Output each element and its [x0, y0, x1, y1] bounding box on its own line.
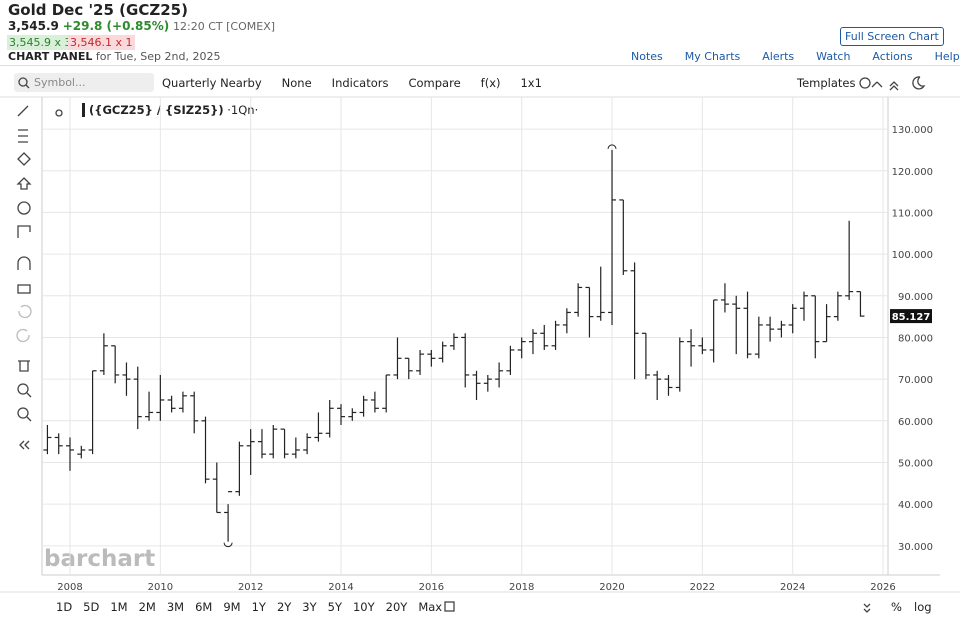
log-toggle[interactable]: log — [914, 600, 932, 614]
nav-link[interactable]: Watch — [816, 50, 851, 63]
x-tick-label: 2016 — [419, 582, 444, 593]
x-tick-label: 2024 — [780, 582, 805, 593]
high-marker — [607, 144, 617, 150]
y-tick-label: 80.000 — [898, 333, 933, 344]
period-button[interactable]: 5Y — [327, 600, 342, 614]
period-button[interactable]: 2Y — [276, 600, 292, 614]
x-tick-label: 2026 — [870, 582, 895, 593]
quote: 3,545.9 +29.8 (+0.85%) 12:20 CT [COMEX] — [8, 19, 275, 33]
legend: ({GCZ25} / {SIZ25}) ·1Qn· — [82, 103, 258, 117]
period-button[interactable]: 1D — [56, 600, 73, 614]
period-button[interactable]: 9M — [223, 600, 241, 614]
period-button[interactable]: 5D — [83, 600, 100, 614]
period-button[interactable]: 1Y — [251, 600, 266, 614]
title: Gold Dec '25 (GCZ25) — [8, 1, 188, 19]
y-tick-label: 70.000 — [898, 375, 933, 386]
period-button[interactable]: 2M — [138, 600, 156, 614]
nav-link[interactable]: Help — [934, 50, 960, 63]
period-button[interactable]: 1M — [110, 600, 128, 614]
toolbar: Quarterly Nearby None Indicators Compare f(x… — [162, 76, 542, 90]
x-tick-label: 2018 — [509, 582, 534, 593]
toolbar-item[interactable]: Indicators — [331, 76, 389, 90]
toolbar-item[interactable]: Quarterly Nearby — [162, 76, 262, 90]
period-button[interactable]: 3Y — [302, 600, 317, 614]
period-button[interactable]: Max — [418, 600, 443, 614]
time: 12:20 CT [COMEX] — [173, 20, 276, 33]
y-tick-label: 130.000 — [892, 125, 933, 136]
period-button[interactable]: 6M — [195, 600, 213, 614]
period-button[interactable]: 3M — [166, 600, 185, 614]
legend-period: 1Qn — [230, 103, 255, 117]
toolbar-item[interactable]: Compare — [408, 76, 461, 90]
symbol-input[interactable]: Symbol... — [14, 73, 154, 92]
y-tick-label: 100.000 — [892, 250, 933, 261]
x-tick-label: 2014 — [328, 582, 353, 593]
toolbar-item[interactable]: 1x1 — [520, 76, 542, 90]
x-tick-label: 2012 — [238, 582, 263, 593]
period-button[interactable]: 20Y — [385, 600, 408, 614]
panel-date: for Tue, Sep 2nd, 2025 — [95, 50, 221, 63]
legend-expression: ({GCZ25} / {SIZ25}) — [82, 103, 224, 117]
low-marker — [223, 542, 233, 548]
bid: 3,545.9 x 3 — [7, 35, 74, 50]
y-tick-label: 120.000 — [892, 167, 933, 178]
x-tick-label: 2022 — [690, 582, 715, 593]
change: +29.8 (+0.85%) — [62, 19, 170, 33]
price: 3,545.9 — [8, 19, 59, 33]
nav-link[interactable]: Alerts — [762, 50, 795, 63]
toolbar-item[interactable]: None — [281, 76, 312, 90]
y-tick-label: 30.000 — [898, 542, 933, 553]
nav: Notes My Charts Alerts Watch Actions Help — [631, 50, 960, 63]
percent-toggle[interactable]: % — [891, 600, 902, 614]
period-bar: 1D 5D 1M 2M 3M 6M 9M 1Y 2Y 3Y 5Y 10Y 20Y Max — [56, 600, 442, 614]
y-tick-label: 110.000 — [892, 208, 933, 219]
x-tick-label: 2010 — [148, 582, 173, 593]
y-tick-label: 60.000 — [898, 417, 933, 428]
divider — [0, 65, 960, 66]
templates[interactable]: Templates — [797, 76, 856, 90]
x-tick-label: 2008 — [57, 582, 82, 593]
nav-link[interactable]: Notes — [631, 50, 663, 63]
y-tick-label: 50.000 — [898, 458, 933, 469]
nav-link[interactable]: Actions — [872, 50, 913, 63]
watermark: barchart — [44, 546, 156, 572]
last-value-label: 85.127 — [892, 312, 931, 323]
last-value-box — [890, 309, 932, 324]
y-tick-label: 40.000 — [898, 500, 933, 511]
side-tools — [16, 76, 926, 613]
x-tick-label: 2020 — [599, 582, 624, 593]
y-tick-label: 90.000 — [898, 292, 933, 303]
nav-link[interactable]: My Charts — [684, 50, 741, 63]
panel-label: CHART PANEL — [8, 50, 93, 63]
fullscreen-button[interactable]: Full Screen Chart — [840, 27, 944, 46]
ask: 3,546.1 x 1 — [68, 35, 135, 50]
period-button[interactable]: 10Y — [352, 600, 375, 614]
toolbar-item[interactable]: f(x) — [480, 76, 501, 90]
